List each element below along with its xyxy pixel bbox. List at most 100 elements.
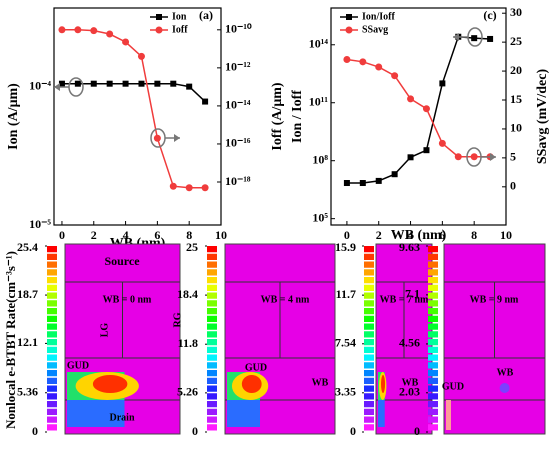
colorbar-cell — [428, 277, 438, 284]
colorbar-cell — [47, 300, 57, 307]
x-tick-label: 2 — [91, 228, 97, 242]
colorbar-tick-label: 12.1 — [17, 335, 38, 349]
colorbar-cell — [428, 300, 438, 307]
colorbar-cell — [207, 354, 217, 361]
region-label: WB = 9 nm — [470, 294, 519, 305]
colorbar-cell — [207, 339, 217, 346]
region-label: WB = 0 nm — [103, 294, 152, 305]
colorbar-cell — [47, 401, 57, 408]
region-label: GUD — [67, 360, 89, 371]
pointer-head — [453, 33, 459, 41]
x-tick-label: 0 — [344, 228, 350, 242]
marker — [343, 56, 351, 64]
colorbar-cell — [364, 253, 374, 260]
marker — [202, 98, 209, 105]
hot-region — [241, 375, 262, 393]
colorbar-cell — [364, 393, 374, 400]
colorbar-cell — [47, 323, 57, 330]
region-label: LG — [99, 323, 110, 338]
colorbar-cell — [428, 253, 438, 260]
colorbar-cell — [428, 354, 438, 361]
colorbar-tick-label: 15.9 — [335, 240, 356, 254]
pointer-head — [490, 153, 496, 161]
colorbar-cell — [364, 339, 374, 346]
y2-tick-label: 25 — [510, 34, 522, 48]
legend-label: Ioff — [172, 24, 188, 35]
panel-label: (a) — [199, 8, 213, 22]
colorbar-cell — [428, 362, 438, 369]
y2-tick-label: 5 — [510, 150, 516, 164]
y-tick-label: 10⁻⁵ — [29, 217, 51, 231]
marker — [106, 80, 113, 87]
colorbar-tick-label: 3.35 — [335, 385, 356, 399]
colorbar-cell — [207, 300, 217, 307]
colorbar-cell — [207, 346, 217, 353]
colorbar-cell — [47, 362, 57, 369]
x-tick-label: 6 — [154, 228, 160, 242]
colorbar-cell — [207, 315, 217, 322]
colorbar-cell — [364, 292, 374, 299]
colorbar-tick-label: 7.1 — [405, 287, 420, 301]
marker — [122, 80, 129, 87]
colorbar-cell — [428, 261, 438, 268]
marker — [487, 35, 494, 42]
colorbar-cell — [47, 393, 57, 400]
marker — [375, 177, 382, 184]
colorbar-cell — [364, 261, 374, 268]
y2-tick-label: 10⁻¹² — [225, 60, 251, 74]
y2-tick-label: 0 — [510, 179, 516, 193]
colorbar-cell — [207, 393, 217, 400]
x-tick-label: 6 — [439, 228, 445, 242]
marker — [122, 38, 130, 46]
marker — [375, 63, 383, 71]
marker — [185, 184, 193, 192]
colorbar-cell — [428, 408, 438, 415]
colorbar-tick-label: 0 — [192, 424, 198, 438]
colorbar-cell — [428, 424, 438, 431]
y-tick-label: 10⁻⁴ — [29, 78, 51, 92]
marker — [154, 80, 161, 87]
series-line — [61, 82, 206, 103]
plot-frame — [330, 7, 507, 226]
marker — [170, 80, 177, 87]
colorbar-cell — [47, 416, 57, 423]
colorbar-cell — [207, 261, 217, 268]
colorbar-cell — [364, 385, 374, 392]
legend-label: Ion/Ioff — [362, 11, 395, 22]
colorbar-tick-label: 4.56 — [399, 336, 420, 350]
y2-tick-label: 30 — [510, 5, 522, 19]
marker — [391, 72, 399, 80]
colorbar-cell — [47, 408, 57, 415]
colorbar-cell — [364, 370, 374, 377]
colorbar-cell — [207, 292, 217, 299]
colorbar-tick-label: 25 — [186, 240, 198, 254]
colorbar-cell — [428, 308, 438, 315]
x-tick-label: 4 — [408, 228, 414, 242]
colorbar-cell — [428, 385, 438, 392]
colorbar-tick-label: 9.63 — [399, 240, 420, 254]
colorbar-cell — [47, 269, 57, 276]
marker — [201, 184, 209, 192]
colorbar-cell — [207, 246, 217, 253]
colorbar-cell — [364, 416, 374, 423]
colorbar-cell — [428, 315, 438, 322]
series-line — [61, 29, 206, 189]
colorbar-cell — [428, 339, 438, 346]
colorbar-cell — [364, 246, 374, 253]
colorbar-cell — [428, 284, 438, 291]
colorbar-tick-label: 11.7 — [336, 287, 356, 301]
colorbar-cell — [364, 308, 374, 315]
colorbar-cell — [428, 416, 438, 423]
y-tick-label: 10¹⁴ — [309, 37, 329, 51]
panel-label: (c) — [483, 8, 496, 22]
colorbar-cell — [47, 261, 57, 268]
plot-frame — [53, 7, 222, 226]
y2-tick-label: 20 — [510, 63, 522, 77]
colorbar-axis-label: Nonlocal e-BTBT Rate(cm⁻³s⁻¹) — [3, 251, 18, 429]
x-tick-label: 10 — [500, 228, 512, 242]
colorbar-cell — [364, 424, 374, 431]
region-label: WB — [402, 377, 419, 388]
marker — [439, 80, 446, 87]
marker — [407, 154, 414, 161]
